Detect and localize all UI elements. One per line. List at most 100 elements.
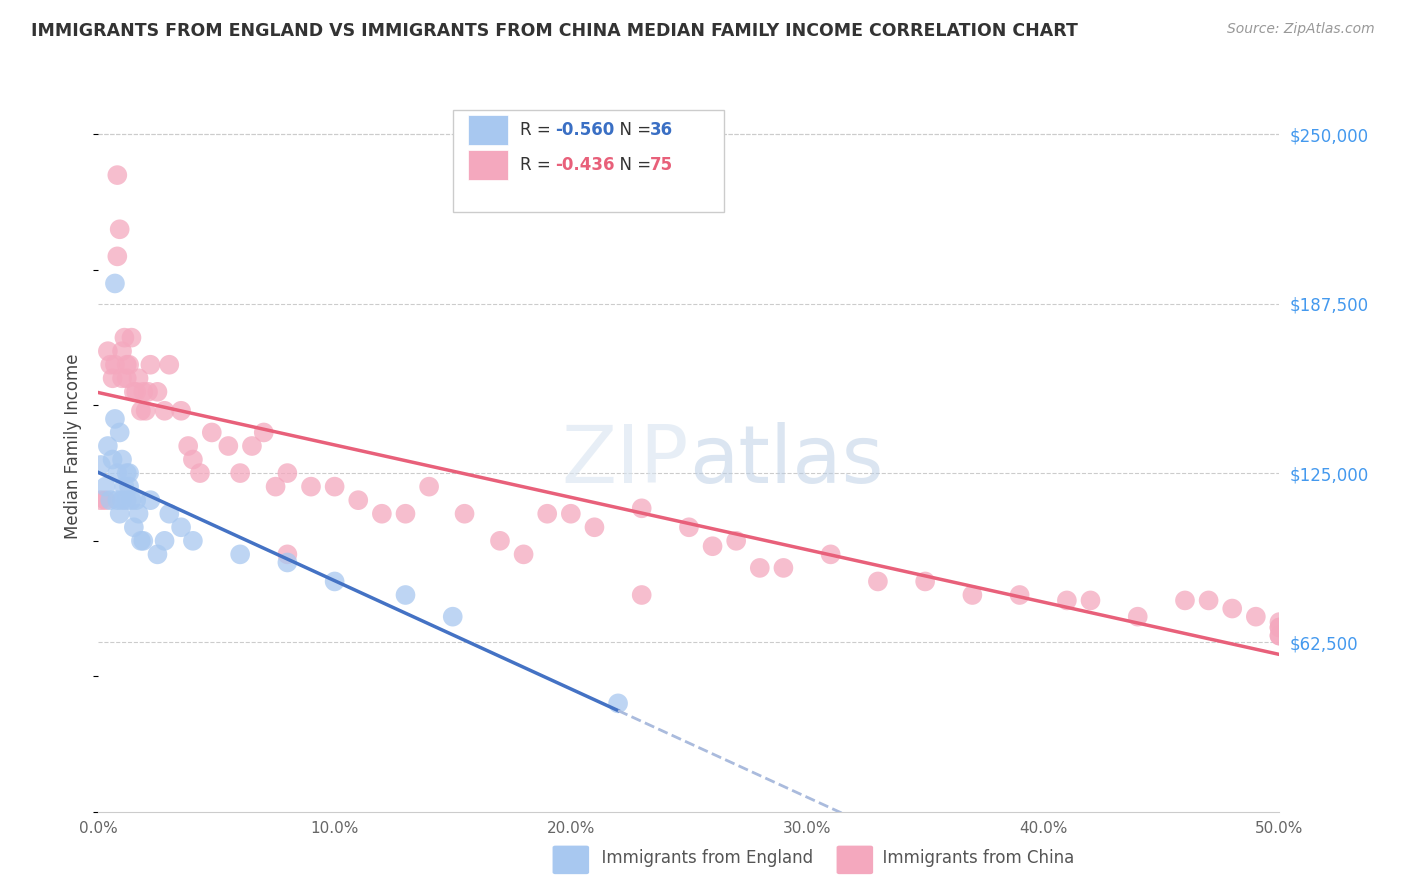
Point [111,452,134,467]
Point [323,574,346,589]
Point [678,520,700,534]
Point [115,371,138,385]
Point [229,547,252,561]
Point [820,547,842,561]
Point [181,452,204,467]
Y-axis label: Median Family Income: Median Family Income [65,353,83,539]
Point [121,493,143,508]
Point [122,384,145,399]
Point [105,249,128,263]
Point [132,533,155,548]
Point [1268,620,1291,634]
Point [97,344,120,359]
Point [177,439,200,453]
Point [111,344,134,359]
Point [725,533,748,548]
Point [240,439,263,453]
Text: IMMIGRANTS FROM ENGLAND VS IMMIGRANTS FROM CHINA MEDIAN FAMILY INCOME CORRELATIO: IMMIGRANTS FROM ENGLAND VS IMMIGRANTS FR… [31,22,1078,40]
Point [146,547,169,561]
Point [118,358,141,372]
Point [90,458,112,472]
Point [122,520,145,534]
Point [115,493,138,508]
Point [630,501,652,516]
Text: -0.560: -0.560 [555,121,614,139]
Point [1080,593,1102,607]
Point [1220,601,1243,615]
Text: -0.436: -0.436 [555,156,614,174]
Point [132,384,155,399]
Point [276,556,298,570]
Point [108,425,131,440]
Point [748,561,770,575]
Point [129,404,152,418]
Point [112,331,135,345]
Point [217,439,239,453]
Point [105,168,128,182]
Point [135,404,157,418]
Point [1056,593,1078,607]
Point [98,358,121,372]
Point [157,358,180,372]
Point [229,466,252,480]
Point [536,507,558,521]
Text: N =: N = [609,156,657,174]
Text: atlas: atlas [689,422,883,500]
Point [253,425,276,440]
Point [962,588,984,602]
Point [111,371,134,385]
Point [560,507,582,521]
Point [489,533,512,548]
Point [1198,593,1220,607]
Point [125,384,148,399]
Point [115,466,138,480]
Point [90,493,112,508]
FancyBboxPatch shape [468,115,508,145]
Point [128,507,150,521]
Point [512,547,534,561]
Point [108,222,131,236]
Point [866,574,889,589]
Text: Source: ZipAtlas.com: Source: ZipAtlas.com [1227,22,1375,37]
Point [170,520,193,534]
Point [153,533,176,548]
Text: R =: R = [520,121,555,139]
Point [772,561,794,575]
Point [139,493,162,508]
Point [702,539,724,553]
Text: N =: N = [609,121,657,139]
Point [129,533,152,548]
Point [1174,593,1197,607]
Point [1126,609,1149,624]
Point [583,520,606,534]
Text: Immigrants from China: Immigrants from China [872,849,1074,867]
Point [394,588,416,602]
Point [136,384,159,399]
Point [630,588,652,602]
Point [105,493,128,508]
Point [146,384,169,399]
Point [112,480,135,494]
Point [201,425,224,440]
Point [153,404,176,418]
Text: 36: 36 [650,121,673,139]
Point [128,371,150,385]
Point [98,493,121,508]
Point [264,480,287,494]
Point [94,480,117,494]
Text: Immigrants from England: Immigrants from England [591,849,813,867]
Point [157,507,180,521]
Point [1244,609,1267,624]
Point [276,547,298,561]
Point [299,480,322,494]
Point [121,331,143,345]
Point [914,574,936,589]
Text: R =: R = [520,156,555,174]
Point [347,493,370,508]
Point [453,507,475,521]
Text: ZIP: ZIP [561,422,689,500]
FancyBboxPatch shape [453,110,724,212]
Point [118,466,141,480]
Point [97,439,120,453]
Point [323,480,346,494]
